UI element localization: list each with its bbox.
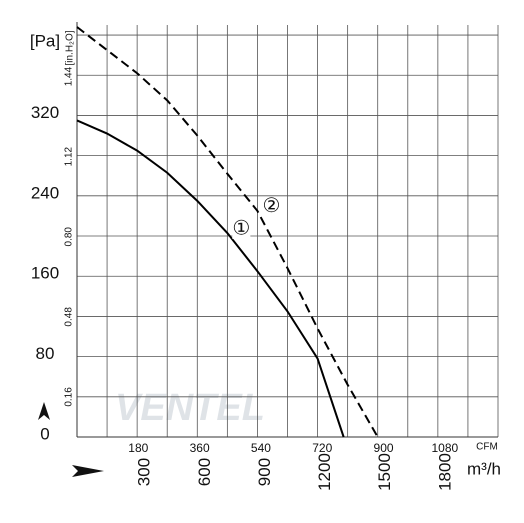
x-tick-label: 1500 bbox=[375, 453, 394, 491]
x2-axis-label: CFM bbox=[476, 442, 498, 453]
y-tick-label: 0 bbox=[40, 424, 49, 443]
curve bbox=[76, 26, 379, 438]
y-tick-label: 80 bbox=[36, 344, 55, 363]
x-tick-label: 900 bbox=[255, 458, 274, 486]
x-arrow bbox=[72, 465, 104, 477]
y-tick-label: 240 bbox=[31, 183, 59, 202]
y-tick-label: 160 bbox=[31, 264, 59, 283]
curve-label-bg bbox=[232, 219, 251, 240]
x2-tick-label: 1080 bbox=[432, 441, 459, 455]
x2-tick-label: 720 bbox=[312, 441, 332, 455]
x-tick-label: 1200 bbox=[315, 453, 334, 491]
y2-tick-label: 1.12 bbox=[64, 146, 75, 166]
x-tick-label: 300 bbox=[135, 458, 154, 486]
x2-tick-label: 360 bbox=[190, 441, 210, 455]
curve bbox=[76, 119, 345, 438]
x2-tick-label: 540 bbox=[251, 441, 271, 455]
y2-tick-label: 0.48 bbox=[64, 307, 75, 327]
y2-tick-label: 0.16 bbox=[64, 387, 75, 407]
y2-tick-label: 0.80 bbox=[64, 227, 75, 247]
x-axis-label: m³/h bbox=[467, 459, 501, 478]
y2-axis-label: [in.H₂O] bbox=[65, 30, 76, 65]
watermark: VENTEL bbox=[115, 387, 265, 429]
y2-tick-label: 1.44 bbox=[64, 66, 75, 86]
x2-tick-label: 900 bbox=[374, 441, 394, 455]
y-tick-label: 320 bbox=[31, 103, 59, 122]
x-tick-label: 1800 bbox=[435, 453, 454, 491]
curve-label: ② bbox=[262, 195, 280, 217]
x2-tick-label: 180 bbox=[128, 441, 148, 455]
curve-label-bg bbox=[262, 196, 281, 217]
y-axis-label: [Pa] bbox=[30, 31, 60, 50]
curve-label: ① bbox=[232, 217, 250, 239]
y-arrow bbox=[38, 402, 50, 420]
x-tick-label: 600 bbox=[195, 458, 214, 486]
